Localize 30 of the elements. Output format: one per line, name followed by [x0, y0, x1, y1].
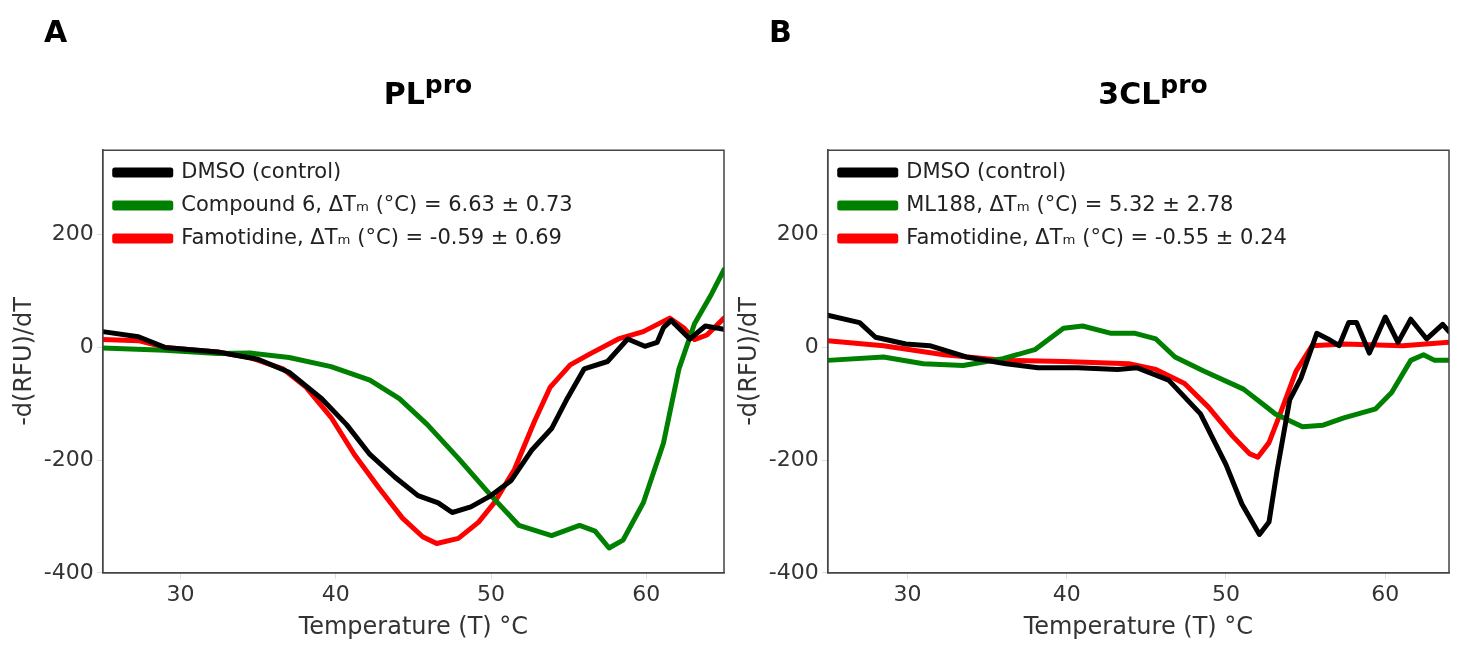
legend-label: Compound 6, ΔTₘ (°C) = 6.63 ± 0.73: [181, 191, 573, 216]
x-tick-label: 30: [166, 580, 195, 606]
legend-label: ML188, ΔTₘ (°C) = 5.32 ± 2.78: [906, 191, 1234, 216]
x-tick-label: 30: [893, 580, 922, 606]
x-tick-label: 40: [1052, 580, 1081, 606]
text: B: [769, 14, 792, 49]
y-tick-label: -200: [768, 445, 819, 471]
x-tick-label: 60: [632, 580, 661, 606]
x-tick-label: 60: [1371, 580, 1400, 606]
x-axis-title: Temperature (T) °C: [1022, 611, 1254, 640]
x-tick-label: 50: [1211, 580, 1240, 606]
legend-label: Famotidine, ΔTₘ (°C) = -0.55 ± 0.24: [906, 224, 1287, 249]
y-axis-title: -d(RFU)/dT: [733, 296, 762, 426]
y-tick-label: 0: [804, 333, 819, 359]
legend-label: DMSO (control): [181, 158, 342, 183]
y-tick-label: 0: [79, 333, 94, 359]
y-tick-label: -400: [43, 558, 94, 584]
y-tick-label: 200: [51, 220, 94, 246]
x-tick-label: 40: [321, 580, 350, 606]
x-tick-label: 50: [477, 580, 506, 606]
legend-label: DMSO (control): [906, 158, 1067, 183]
y-tick-label: 200: [776, 220, 819, 246]
legend-label: Famotidine, ΔTₘ (°C) = -0.59 ± 0.69: [181, 224, 562, 249]
chart-title: 3CL$^{pro}$: [1097, 70, 1209, 111]
y-axis-title: -d(RFU)/dT: [8, 296, 37, 426]
x-axis-title: Temperature (T) °C: [297, 611, 529, 640]
y-tick-label: -200: [43, 445, 94, 471]
chart-title: PL$^{pro}$: [382, 70, 474, 111]
y-tick-label: -400: [768, 558, 819, 584]
text: A: [44, 14, 68, 49]
